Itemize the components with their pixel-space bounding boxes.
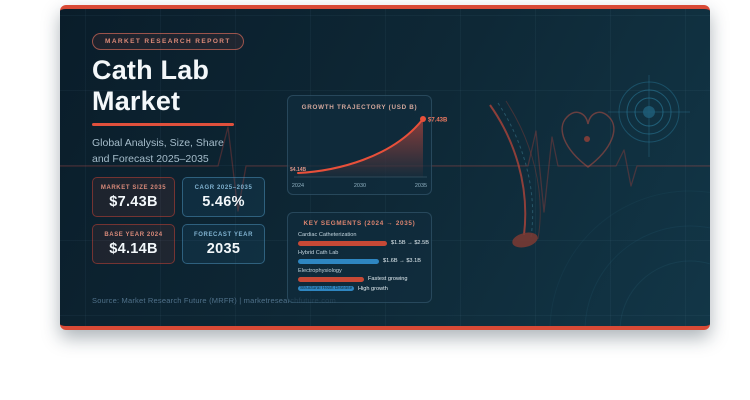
chart-start-value-label: $4.14B <box>290 167 307 173</box>
segment-bar <box>298 240 387 246</box>
report-subtitle-line1: Global Analysis, Size, Share <box>92 137 224 149</box>
segment-value: High growth <box>358 285 388 292</box>
segment-bar: Structural Heart Disease <box>298 286 354 292</box>
growth-trajectory-panel: $4.14B $7.43B 2024 2030 2035 GROWTH TRAJ… <box>287 95 448 195</box>
stat-forecast-year: FORECAST YEAR 2035 <box>182 224 265 264</box>
stat-cagr-value: 5.46% <box>202 193 245 210</box>
catheter-icon <box>489 100 541 248</box>
concentric-arcs-decoration <box>549 190 710 326</box>
report-badge: MARKET RESEARCH REPORT <box>92 33 244 50</box>
stat-forecast-year-label: FORECAST YEAR <box>193 231 254 238</box>
segment-value: Fastest growing <box>368 276 408 283</box>
title-underline-divider <box>92 123 234 126</box>
stat-base-year-value: $4.14B <box>109 240 158 257</box>
segment-bar-line: Structural Heart Disease High growth <box>298 286 421 292</box>
segment-row-cardiac-catheterization: Cardiac Catheterization $1.5B → $2.5B <box>298 232 429 246</box>
segment-label: Structural Heart Disease <box>300 286 353 292</box>
target-icon <box>608 75 690 157</box>
segment-bar-line: Fastest growing <box>298 276 421 282</box>
segment-bar <box>298 258 379 264</box>
stat-market-size: MARKET SIZE 2035 $7.43B <box>92 177 175 217</box>
stat-market-size-label: MARKET SIZE 2035 <box>100 184 167 191</box>
report-card: MARKET RESEARCH REPORT Cath Lab Market G… <box>60 5 710 330</box>
stat-grid: MARKET SIZE 2035 $7.43B CAGR 2025–2035 5… <box>92 177 265 264</box>
x-tick-2030: 2030 <box>354 183 366 189</box>
stat-base-year: BASE YEAR 2024 $4.14B <box>92 224 175 264</box>
segment-bar-line: $1.5B → $2.5B <box>298 240 429 246</box>
page-title: Cath Lab Market <box>92 55 209 118</box>
chart-end-value-label: $7.43B <box>428 118 448 124</box>
source-line: Source: Market Research Future (MRFR) | … <box>92 296 336 305</box>
segment-row-hybrid-cath-lab: Hybrid Cath Lab $1.6B → $3.1B <box>298 250 421 264</box>
stat-base-year-label: BASE YEAR 2024 <box>104 231 163 238</box>
segment-bar-line: $1.6B → $3.1B <box>298 258 421 264</box>
page-title-line2: Market <box>92 86 181 117</box>
stat-market-size-value: $7.43B <box>109 193 158 210</box>
growth-panel-title: GROWTH TRAJECTORY (USD B) <box>301 104 418 111</box>
report-subtitle: Global Analysis, Size, Share and Forecas… <box>92 135 224 168</box>
report-subtitle-line2: and Forecast 2025–2035 <box>92 153 209 166</box>
segment-value: $1.6B → $3.1B <box>383 258 421 265</box>
x-tick-2035: 2035 <box>415 183 427 189</box>
growth-trajectory-chart: $4.14B $7.43B 2024 2030 2035 <box>290 116 448 189</box>
segment-label: Cardiac Catheterization <box>298 232 357 238</box>
segment-row-structural-heart-disease: Structural Heart Disease High growth <box>298 286 421 292</box>
segment-label: Hybrid Cath Lab <box>298 249 339 256</box>
stat-forecast-year-value: 2035 <box>206 240 241 257</box>
growth-area-fill <box>298 119 423 177</box>
segment-label: Electrophysiology <box>298 267 342 274</box>
growth-curve <box>297 118 424 174</box>
segment-row-electrophysiology: Electrophysiology Fastest growing <box>298 268 421 282</box>
segments-panel-title: KEY SEGMENTS (2024 → 2035) <box>303 220 416 227</box>
page-title-line1: Cath Lab <box>92 55 210 85</box>
stat-cagr-label: CAGR 2025–2035 <box>194 184 253 191</box>
x-tick-2024: 2024 <box>292 183 304 189</box>
segment-value: $1.5B → $2.5B <box>391 240 429 247</box>
segment-bar <box>298 276 364 282</box>
stat-cagr: CAGR 2025–2035 5.46% <box>182 177 265 217</box>
heart-icon <box>561 111 615 168</box>
end-point-marker <box>420 116 426 122</box>
key-segments-panel: KEY SEGMENTS (2024 → 2035) Cardiac Cathe… <box>287 212 432 303</box>
